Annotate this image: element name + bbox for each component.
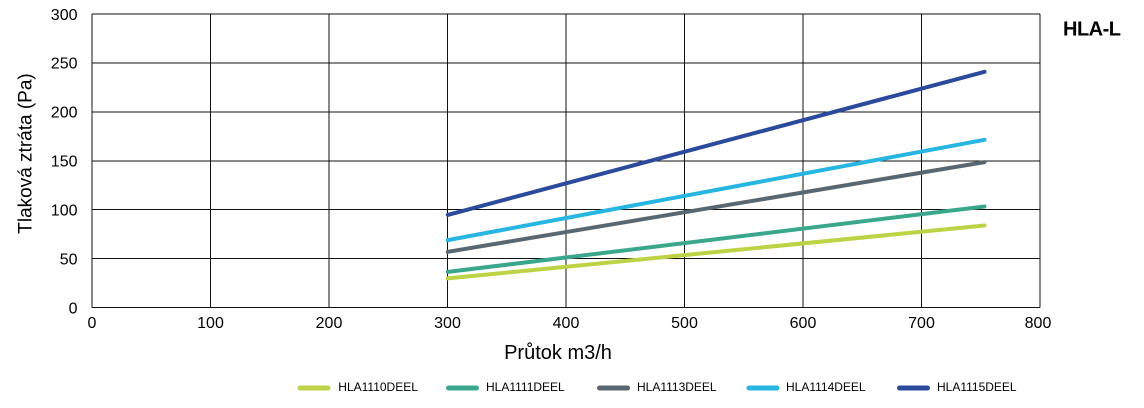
svg-text:200: 200 xyxy=(51,105,78,122)
svg-text:600: 600 xyxy=(790,315,817,332)
svg-text:Tlaková ztráta (Pa): Tlaková ztráta (Pa) xyxy=(16,73,37,234)
svg-text:HLA1113DEEL: HLA1113DEEL xyxy=(637,380,717,394)
svg-text:Průtok m3/h: Průtok m3/h xyxy=(504,342,612,364)
svg-text:HLA1115DEEL: HLA1115DEEL xyxy=(937,380,1017,394)
svg-text:300: 300 xyxy=(434,315,461,332)
svg-text:150: 150 xyxy=(51,154,78,171)
svg-text:700: 700 xyxy=(908,315,935,332)
svg-text:300: 300 xyxy=(51,7,78,24)
svg-text:0: 0 xyxy=(88,315,97,332)
svg-text:HLA1110DEEL: HLA1110DEEL xyxy=(338,380,418,394)
svg-text:250: 250 xyxy=(51,56,78,73)
svg-text:100: 100 xyxy=(51,203,78,220)
svg-text:HLA-L: HLA-L xyxy=(1063,19,1121,41)
svg-text:HLA1114DEEL: HLA1114DEEL xyxy=(786,380,866,394)
svg-text:50: 50 xyxy=(60,251,78,268)
svg-text:0: 0 xyxy=(69,300,78,317)
svg-text:400: 400 xyxy=(553,315,580,332)
svg-text:800: 800 xyxy=(1025,315,1052,332)
svg-text:500: 500 xyxy=(671,315,698,332)
svg-text:200: 200 xyxy=(316,315,343,332)
svg-text:100: 100 xyxy=(197,315,224,332)
svg-text:HLA1111DEEL: HLA1111DEEL xyxy=(486,380,565,394)
